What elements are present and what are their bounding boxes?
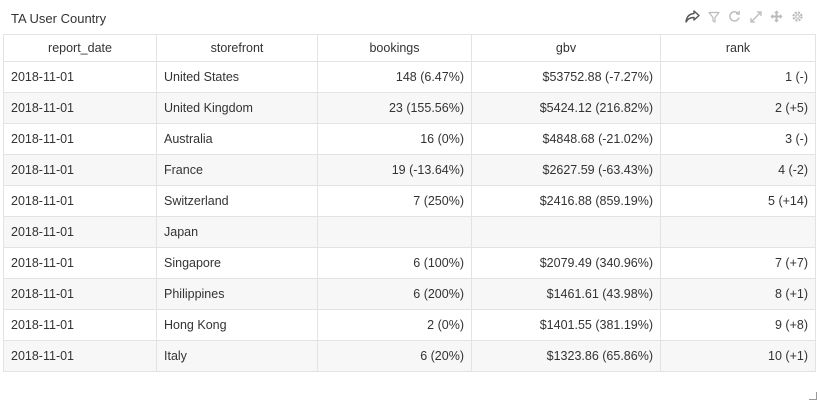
table-row: 2018-11-01 Australia 16 (0%) $4848.68 (-… [3, 123, 816, 155]
data-table: report_date storefront bookings gbv rank… [3, 34, 816, 372]
table-row: 2018-11-01 Switzerland 7 (250%) $2416.88… [3, 185, 816, 217]
panel-header: TA User Country [0, 0, 821, 34]
cell-rank: 2 (+5) [660, 92, 816, 124]
table-row: 2018-11-01 Italy 6 (20%) $1323.86 (65.86… [3, 340, 816, 372]
cell-bookings: 7 (250%) [317, 185, 472, 217]
table-row: 2018-11-01 Singapore 6 (100%) $2079.49 (… [3, 247, 816, 279]
cell-storefront: Switzerland [156, 185, 318, 217]
cell-gbv: $2416.88 (859.19%) [471, 185, 661, 217]
cell-storefront: United Kingdom [156, 92, 318, 124]
cell-gbv: $2079.49 (340.96%) [471, 247, 661, 279]
refresh-icon[interactable] [727, 9, 742, 24]
cell-report-date: 2018-11-01 [3, 61, 157, 93]
cell-bookings: 2 (0%) [317, 309, 472, 341]
cell-report-date: 2018-11-01 [3, 154, 157, 186]
share-icon[interactable] [685, 9, 700, 24]
cell-rank: 5 (+14) [660, 185, 816, 217]
table-row: 2018-11-01 Philippines 6 (200%) $1461.61… [3, 278, 816, 310]
cell-rank: 3 (-) [660, 123, 816, 155]
table-row: 2018-11-01 France 19 (-13.64%) $2627.59 … [3, 154, 816, 186]
cell-storefront: United States [156, 61, 318, 93]
cell-bookings: 6 (100%) [317, 247, 472, 279]
panel-title: TA User Country [11, 11, 107, 26]
cell-storefront: Hong Kong [156, 309, 318, 341]
cell-report-date: 2018-11-01 [3, 309, 157, 341]
cell-rank: 9 (+8) [660, 309, 816, 341]
cell-bookings [317, 216, 472, 248]
cell-gbv: $1401.55 (381.19%) [471, 309, 661, 341]
column-header-rank[interactable]: rank [660, 34, 816, 62]
cell-gbv: $53752.88 (-7.27%) [471, 61, 661, 93]
cell-rank [660, 216, 816, 248]
cell-gbv: $1323.86 (65.86%) [471, 340, 661, 372]
table-row: 2018-11-01 Japan [3, 216, 816, 248]
data-table-container: report_date storefront bookings gbv rank… [3, 34, 816, 372]
cell-storefront: France [156, 154, 318, 186]
cell-storefront: Japan [156, 216, 318, 248]
cell-report-date: 2018-11-01 [3, 247, 157, 279]
cell-report-date: 2018-11-01 [3, 185, 157, 217]
cell-storefront: Singapore [156, 247, 318, 279]
cell-bookings: 19 (-13.64%) [317, 154, 472, 186]
panel-toolbar [685, 9, 805, 24]
cell-gbv: $4848.68 (-21.02%) [471, 123, 661, 155]
filter-icon[interactable] [706, 9, 721, 24]
cell-report-date: 2018-11-01 [3, 123, 157, 155]
cell-bookings: 6 (200%) [317, 278, 472, 310]
cell-storefront: Australia [156, 123, 318, 155]
cell-report-date: 2018-11-01 [3, 340, 157, 372]
table-row: 2018-11-01 United Kingdom 23 (155.56%) $… [3, 92, 816, 124]
cell-rank: 8 (+1) [660, 278, 816, 310]
cell-rank: 4 (-2) [660, 154, 816, 186]
cell-rank: 7 (+7) [660, 247, 816, 279]
column-header-storefront[interactable]: storefront [156, 34, 318, 62]
resize-handle[interactable] [809, 392, 817, 400]
settings-icon[interactable] [790, 9, 805, 24]
cell-report-date: 2018-11-01 [3, 278, 157, 310]
move-icon[interactable] [769, 9, 784, 24]
cell-bookings: 148 (6.47%) [317, 61, 472, 93]
cell-rank: 10 (+1) [660, 340, 816, 372]
cell-gbv [471, 216, 661, 248]
cell-storefront: Italy [156, 340, 318, 372]
cell-gbv: $2627.59 (-63.43%) [471, 154, 661, 186]
cell-gbv: $5424.12 (216.82%) [471, 92, 661, 124]
table-header-row: report_date storefront bookings gbv rank [3, 34, 816, 62]
cell-bookings: 23 (155.56%) [317, 92, 472, 124]
cell-bookings: 16 (0%) [317, 123, 472, 155]
column-header-gbv[interactable]: gbv [471, 34, 661, 62]
table-row: 2018-11-01 Hong Kong 2 (0%) $1401.55 (38… [3, 309, 816, 341]
column-header-report-date[interactable]: report_date [3, 34, 157, 62]
cell-report-date: 2018-11-01 [3, 216, 157, 248]
cell-report-date: 2018-11-01 [3, 92, 157, 124]
cell-bookings: 6 (20%) [317, 340, 472, 372]
cell-gbv: $1461.61 (43.98%) [471, 278, 661, 310]
cell-rank: 1 (-) [660, 61, 816, 93]
expand-icon[interactable] [748, 9, 763, 24]
cell-storefront: Philippines [156, 278, 318, 310]
table-row: 2018-11-01 United States 148 (6.47%) $53… [3, 61, 816, 93]
column-header-bookings[interactable]: bookings [317, 34, 472, 62]
